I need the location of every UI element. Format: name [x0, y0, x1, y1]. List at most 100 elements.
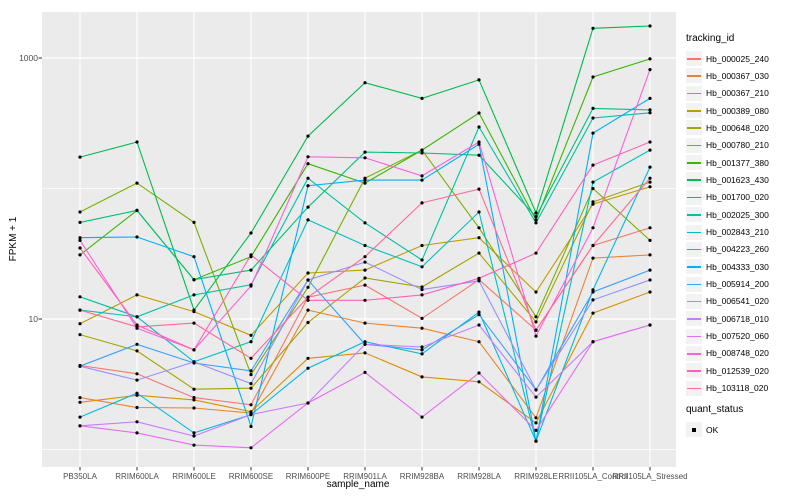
data-point	[591, 116, 595, 120]
data-point	[192, 278, 196, 282]
data-point	[648, 165, 652, 169]
data-point	[192, 396, 196, 400]
data-point	[477, 313, 481, 317]
legend-entry-Hb_000648_020: Hb_000648_020	[686, 119, 769, 136]
data-point	[648, 323, 652, 327]
legend-entry-label: Hb_012539_020	[706, 365, 769, 376]
data-point	[192, 293, 196, 297]
legend-key-line-icon	[687, 370, 701, 372]
data-point	[78, 238, 82, 242]
data-point	[648, 238, 652, 242]
data-point	[591, 298, 595, 302]
legend-key-box	[686, 311, 702, 327]
legend-entry-label: Hb_004223_260	[706, 244, 769, 255]
data-point	[477, 142, 481, 146]
data-point	[306, 176, 310, 180]
data-point	[78, 295, 82, 299]
legend-entry-label: Hb_001700_020	[706, 192, 769, 203]
data-point	[249, 340, 253, 344]
data-point	[363, 243, 367, 248]
data-point	[249, 386, 253, 390]
legend-key-box	[686, 51, 702, 66]
legend-entry-Hb_008748_020: Hb_008748_020	[686, 345, 769, 362]
data-point	[534, 320, 538, 324]
data-point	[477, 226, 481, 230]
legend-entry-label: Hb_007520_060	[706, 331, 769, 342]
data-point	[78, 400, 82, 404]
legend-entry-Hb_002843_210: Hb_002843_210	[686, 224, 769, 241]
data-point	[78, 236, 82, 240]
legend-key-line-icon	[687, 75, 701, 77]
data-point	[534, 290, 538, 294]
data-point	[477, 187, 481, 191]
data-point	[78, 246, 82, 250]
data-point	[192, 308, 196, 312]
legend-entry-label: Hb_001623_430	[706, 174, 769, 185]
data-point	[420, 415, 424, 419]
data-point	[477, 140, 481, 144]
legend-entry-label: Hb_005914_200	[706, 279, 769, 290]
data-point	[363, 156, 367, 160]
legend-key-box	[686, 328, 702, 344]
legend-key-line-icon	[687, 283, 701, 286]
data-point	[534, 218, 538, 222]
data-point	[135, 349, 139, 353]
data-point	[363, 260, 367, 264]
legend-key-line-icon	[687, 335, 701, 338]
y-tick-label: 1000	[19, 53, 38, 63]
data-point	[591, 106, 595, 110]
legend-key-line-icon	[687, 144, 701, 147]
data-point	[591, 256, 595, 260]
data-point	[648, 290, 652, 294]
legend-entry-label: Hb_002025_300	[706, 209, 769, 220]
data-point	[363, 298, 367, 302]
legend-key-box	[686, 207, 702, 223]
data-point	[192, 220, 196, 224]
data-point	[477, 153, 481, 157]
data-point	[135, 431, 139, 435]
data-point	[648, 176, 652, 180]
data-point	[135, 342, 139, 346]
data-point	[363, 283, 367, 287]
legend-entry-Hb_006541_020: Hb_006541_020	[686, 293, 769, 310]
legend-entry-Hb_004223_260: Hb_004223_260	[686, 241, 769, 258]
legend-entry-label: Hb_000367_210	[706, 88, 769, 99]
data-point	[306, 271, 310, 275]
data-point	[249, 284, 253, 288]
data-point	[534, 439, 538, 443]
data-point	[306, 295, 310, 299]
data-point	[135, 208, 139, 212]
data-point	[78, 364, 82, 368]
data-point	[192, 398, 196, 402]
data-point	[306, 298, 310, 302]
data-point	[135, 378, 139, 382]
data-point	[648, 140, 652, 144]
data-point	[648, 68, 652, 72]
data-point	[420, 151, 424, 155]
data-point	[420, 293, 424, 297]
data-point	[420, 243, 424, 248]
data-point	[477, 380, 481, 384]
legend-key-box	[686, 363, 702, 379]
data-point	[135, 405, 139, 410]
x-tick-label: RRIM600SE	[228, 472, 274, 481]
data-point	[477, 340, 481, 344]
data-point	[192, 360, 196, 364]
x-tick-label: RRIM928LA	[457, 472, 501, 481]
legend-key-line-icon	[687, 318, 701, 320]
data-point	[534, 388, 538, 392]
data-point	[363, 351, 367, 355]
legend-entry-Hb_103118_020: Hb_103118_020	[686, 380, 768, 397]
data-point	[192, 434, 196, 438]
data-point	[306, 308, 310, 312]
x-tick-label: RRIM928LE	[514, 472, 558, 481]
data-point	[78, 210, 82, 214]
data-point	[477, 279, 481, 283]
x-axis-title: sample_name	[326, 479, 390, 490]
data-point	[306, 401, 310, 405]
data-point	[477, 323, 481, 327]
legend-key-box	[686, 103, 702, 119]
data-point	[648, 111, 652, 115]
data-point	[249, 424, 253, 429]
